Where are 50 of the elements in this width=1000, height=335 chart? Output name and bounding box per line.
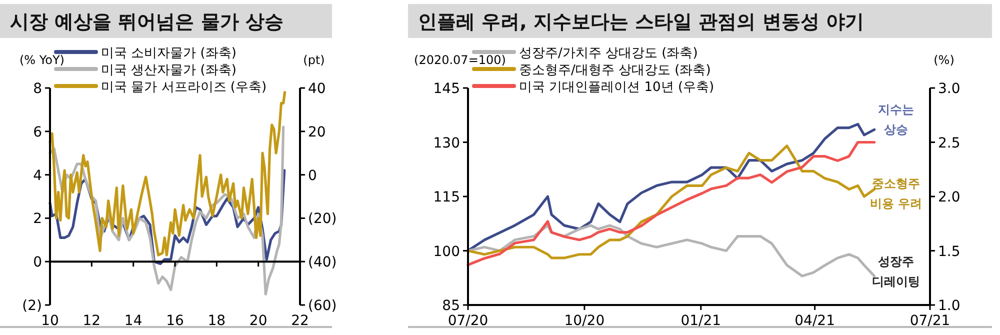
x-tick-label: 14 xyxy=(124,313,142,329)
x-tick-label: 12 xyxy=(82,313,101,329)
y2-tick-label: (20) xyxy=(308,211,337,228)
x-tick-label: 01/21 xyxy=(680,313,722,329)
y-tick-label: 100 xyxy=(433,244,460,260)
chart-title: 시장 예상을 뛰어넘은 물가 상승 xyxy=(10,11,284,33)
x-tick-label: 22 xyxy=(291,313,309,329)
y-tick-label: 0 xyxy=(33,254,42,271)
y-tick-label: 115 xyxy=(433,190,460,206)
y-tick-label: 6 xyxy=(33,124,42,140)
legend-label: 미국 소비자물가 (좌축) xyxy=(101,46,236,61)
x-tick-label: 10 xyxy=(41,313,59,329)
x-tick-label: 04/21 xyxy=(794,313,835,329)
y2-axis-title: (%) xyxy=(934,53,954,67)
chart-title: 인플레 우려, 지수보다는 스타일 관점의 변동성 야기 xyxy=(418,11,864,33)
y2-tick-label: (40) xyxy=(308,254,337,271)
y2-tick-label: 20 xyxy=(308,124,326,140)
x-tick-label: 07/20 xyxy=(448,313,488,329)
y-tick-label: 2 xyxy=(33,211,42,228)
x-tick-label: 07/21 xyxy=(910,313,950,329)
x-tick-label: 10/20 xyxy=(564,313,605,329)
annotation: 중소형주 비용 우려 xyxy=(870,176,922,210)
y2-tick-label: 2.5 xyxy=(938,135,960,152)
y2-tick-label: (60) xyxy=(308,298,337,314)
y-tick-label: 4 xyxy=(33,168,42,184)
legend-label: 미국 생산자물가 (좌축) xyxy=(101,63,236,78)
y2-axis-title: (pt) xyxy=(303,53,325,67)
y-tick-label: (2) xyxy=(22,298,42,314)
y-axis-title: (2020.07=100) xyxy=(414,53,506,67)
y2-tick-label: 1.5 xyxy=(938,244,960,260)
annotation: 성장주 디레이팅 xyxy=(872,254,920,289)
legend-label: 중소형주/대형주 상대강도 (좌축) xyxy=(519,63,711,78)
legend-label: 미국 기대인플레이션 10년 (우축) xyxy=(519,80,714,95)
y-tick-label: 85 xyxy=(442,298,460,314)
y2-tick-label: 0 xyxy=(308,168,317,184)
y2-tick-label: 3.0 xyxy=(938,81,960,97)
y-axis-title: (% YoY) xyxy=(20,53,64,67)
y2-tick-label: 40 xyxy=(308,81,326,97)
line-series xyxy=(48,91,286,256)
y2-tick-label: 2.0 xyxy=(938,190,960,206)
legend-label: 성장주/가치주 상대강도 (좌축) xyxy=(519,46,698,61)
legend-label: 미국 물가 서프라이즈 (우축) xyxy=(101,80,267,95)
y-tick-label: 130 xyxy=(433,135,460,152)
x-tick-label: 16 xyxy=(166,313,184,329)
y-tick-label: 8 xyxy=(33,81,42,97)
x-tick-label: 20 xyxy=(249,313,268,329)
x-tick-label: 18 xyxy=(208,313,226,329)
annotation: 지수는 상승 xyxy=(878,102,914,137)
y2-tick-label: 1.0 xyxy=(938,298,960,314)
y-tick-label: 145 xyxy=(433,81,460,97)
